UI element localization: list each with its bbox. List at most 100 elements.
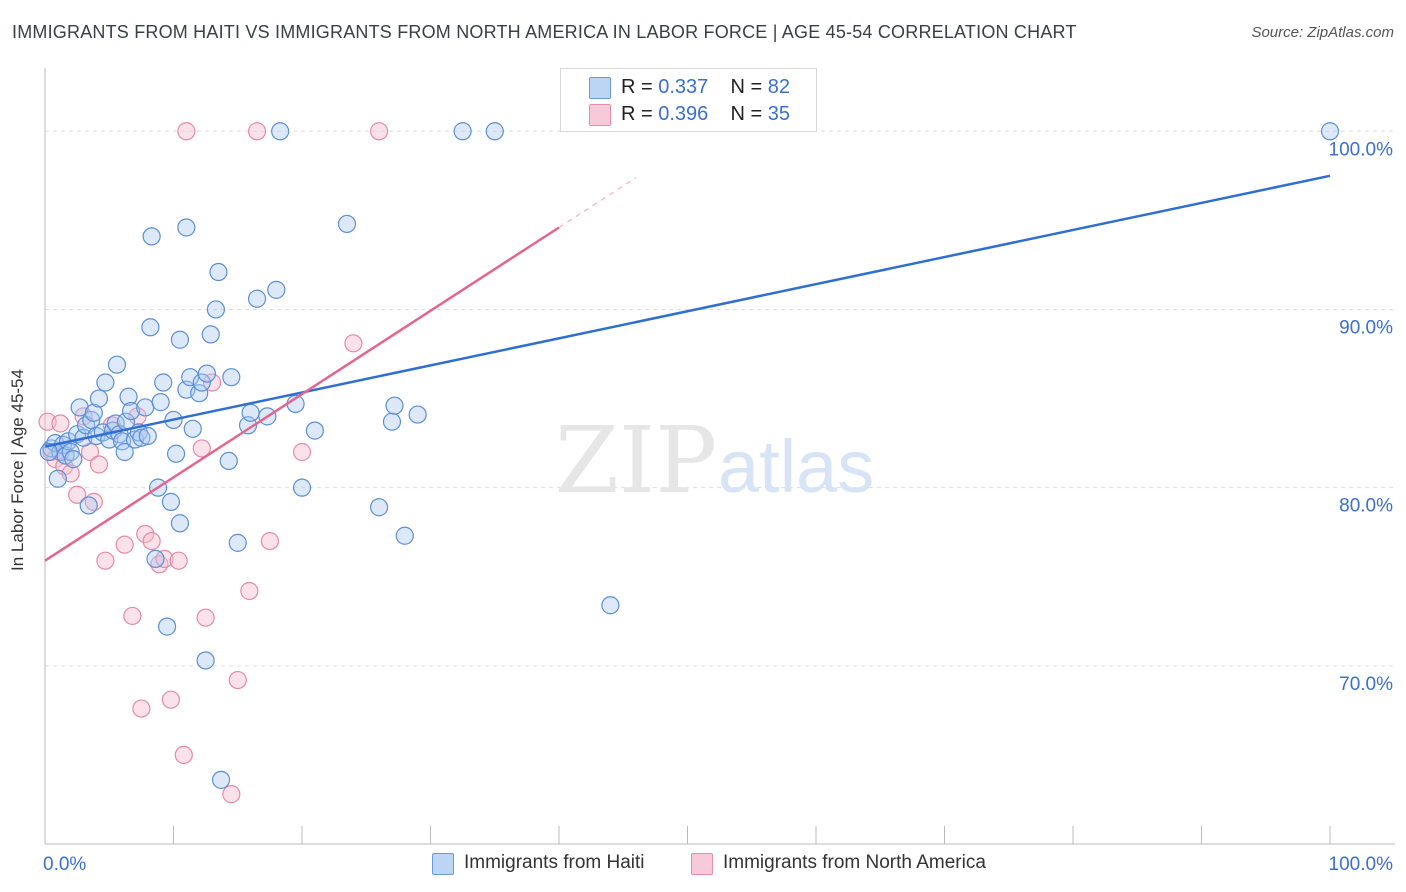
- data-point-haiti: [96, 373, 115, 392]
- data-point-north-america: [344, 334, 363, 353]
- bottom-legend-label-haiti: Immigrants from Haiti: [464, 852, 645, 873]
- data-point-haiti: [408, 405, 427, 424]
- data-point-haiti: [305, 421, 324, 440]
- data-point-haiti: [197, 364, 217, 383]
- data-point-haiti: [119, 387, 138, 406]
- data-point-north-america: [169, 551, 188, 570]
- data-point-haiti: [142, 227, 161, 246]
- data-point-north-america: [260, 531, 279, 551]
- data-point-haiti: [271, 122, 290, 141]
- data-point-north-america: [132, 699, 151, 718]
- data-point-haiti: [141, 318, 160, 337]
- data-point-haiti: [247, 289, 267, 308]
- data-point-north-america: [161, 690, 181, 709]
- data-point-haiti: [190, 384, 209, 403]
- watermark-atlas: atlas: [718, 425, 874, 508]
- data-point-north-america: [240, 581, 259, 601]
- data-point-haiti: [601, 596, 620, 615]
- legend-n-label: N =: [730, 76, 763, 98]
- data-point-haiti: [79, 496, 98, 515]
- y-tick-label: 80.0%: [1339, 496, 1393, 517]
- chart-title: IMMIGRANTS FROM HAITI VS IMMIGRANTS FROM…: [12, 22, 1077, 42]
- trend-line-haiti: [44, 174, 1331, 448]
- data-point-haiti: [201, 325, 220, 344]
- data-point-haiti: [64, 450, 83, 469]
- data-point-haiti: [157, 617, 177, 636]
- data-point-haiti: [136, 398, 155, 417]
- series-haiti-points: [39, 122, 1340, 789]
- data-point-haiti: [146, 549, 165, 569]
- data-point-haiti: [48, 469, 67, 488]
- source-credit: Source: ZipAtlas.com: [1251, 24, 1394, 41]
- y-tick-label: 90.0%: [1339, 317, 1393, 338]
- data-point-haiti: [132, 428, 151, 447]
- data-point-north-america: [142, 531, 161, 551]
- data-point-haiti: [222, 368, 241, 387]
- data-point-haiti: [183, 419, 202, 438]
- data-point-haiti: [206, 300, 226, 319]
- data-point-haiti: [211, 770, 231, 789]
- data-point-haiti: [115, 442, 134, 462]
- data-point-north-america: [196, 608, 215, 627]
- data-point-haiti: [89, 389, 109, 408]
- data-point-north-america: [115, 535, 134, 554]
- correlation-legend: R = 0.337 N = 82 R = 0.396 N = 35: [560, 68, 817, 132]
- x-tick-label: 0.0%: [43, 854, 86, 875]
- data-point-haiti: [154, 373, 173, 392]
- legend-r-label: R =: [621, 103, 653, 125]
- data-point-haiti: [107, 355, 127, 374]
- legend-r-value-north-america: 0.396: [658, 103, 709, 125]
- data-point-haiti: [170, 514, 190, 533]
- y-tick-label: 70.0%: [1339, 674, 1393, 695]
- data-point-north-america: [51, 414, 70, 433]
- tick-labels: 70.0% 80.0% 90.0% 100.0% 0.0% 100.0%: [43, 139, 1393, 875]
- legend-n-value-haiti: 82: [767, 76, 791, 98]
- data-point-haiti: [166, 444, 186, 463]
- axes: [44, 68, 1395, 845]
- legend-n-value-north-america: 35: [767, 103, 791, 125]
- bottom-legend-swatch-haiti: [432, 853, 454, 875]
- data-point-haiti: [267, 280, 286, 299]
- data-point-north-america: [228, 670, 247, 690]
- watermark-zip: ZIP: [555, 407, 717, 514]
- data-point-north-america: [96, 551, 115, 570]
- data-point-north-america: [136, 524, 155, 544]
- data-point-haiti: [61, 442, 80, 462]
- data-point-haiti: [219, 451, 238, 471]
- data-point-north-america: [247, 122, 267, 141]
- data-point-north-america: [89, 455, 109, 474]
- data-point-haiti: [170, 330, 190, 349]
- trend-line-north-america-extension: [558, 177, 637, 228]
- data-point-haiti: [192, 373, 211, 392]
- trend-line-north-america: [44, 226, 560, 562]
- data-point-haiti: [370, 498, 389, 517]
- series-north-america-points: [38, 122, 389, 804]
- data-point-north-america: [202, 373, 222, 392]
- data-point-haiti: [84, 403, 103, 422]
- legend-r-value-haiti: 0.337: [658, 76, 709, 98]
- data-point-north-america: [68, 485, 87, 504]
- data-point-haiti: [39, 442, 58, 462]
- data-point-haiti: [228, 533, 247, 552]
- data-point-haiti: [196, 651, 215, 670]
- bottom-legend-swatch-north-america: [691, 853, 713, 875]
- legend-n-label: N =: [730, 103, 763, 125]
- data-point-haiti: [337, 214, 357, 234]
- data-point-north-america: [123, 606, 142, 626]
- data-point-haiti: [209, 262, 228, 282]
- data-point-north-america: [370, 122, 389, 141]
- y-tick-label: 100.0%: [1329, 139, 1394, 160]
- data-point-haiti: [161, 492, 181, 511]
- trend-lines: [44, 174, 1331, 562]
- data-point-haiti: [70, 398, 89, 417]
- data-point-north-america: [177, 122, 196, 141]
- bottom-legend-label-north-america: Immigrants from North America: [723, 852, 986, 873]
- data-point-haiti: [1320, 122, 1340, 141]
- data-point-haiti: [485, 122, 504, 141]
- data-point-haiti: [382, 412, 402, 431]
- data-point-haiti: [292, 478, 312, 497]
- data-point-haiti: [82, 410, 101, 430]
- data-point-haiti: [395, 526, 414, 545]
- legend-swatch-north-america: [589, 104, 611, 126]
